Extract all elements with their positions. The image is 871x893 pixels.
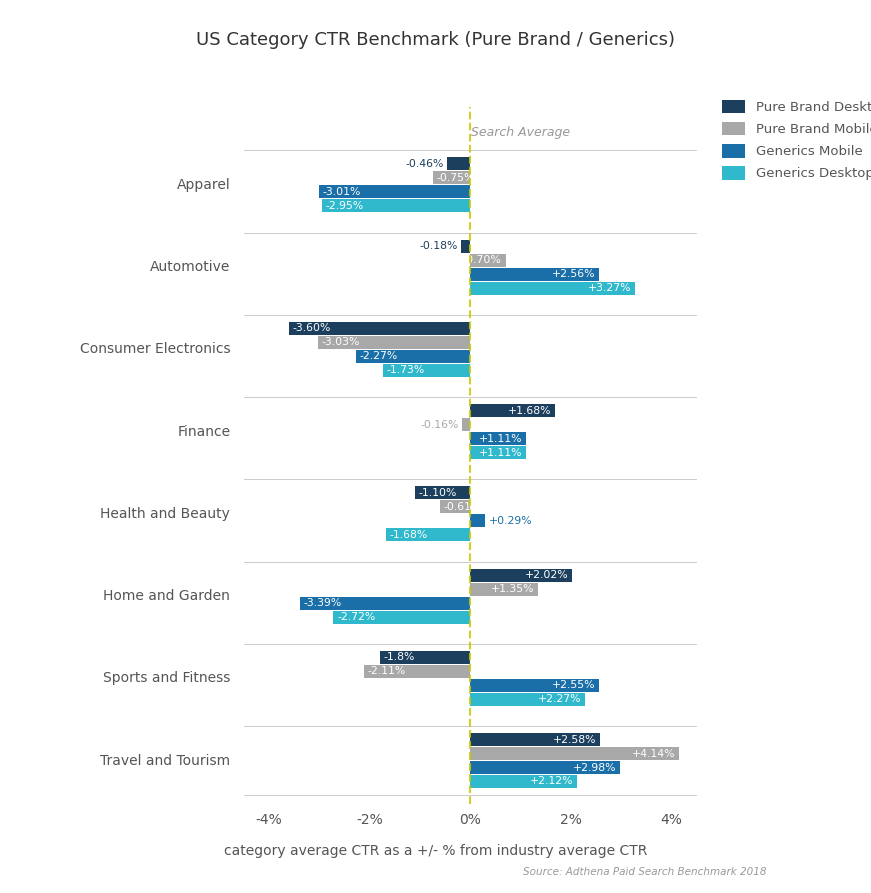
Text: Home and Garden: Home and Garden bbox=[104, 589, 230, 603]
Text: +2.56%: +2.56% bbox=[552, 269, 596, 280]
Text: -3.60%: -3.60% bbox=[293, 323, 331, 333]
Text: -1.8%: -1.8% bbox=[383, 652, 415, 663]
Bar bbox=[380, 651, 470, 663]
Text: Sports and Fitness: Sports and Fitness bbox=[103, 672, 230, 685]
Text: -3.03%: -3.03% bbox=[321, 338, 360, 347]
Bar bbox=[300, 597, 470, 610]
Bar bbox=[462, 239, 470, 253]
Text: +1.11%: +1.11% bbox=[479, 434, 523, 444]
Text: Consumer Electronics: Consumer Electronics bbox=[79, 342, 230, 356]
Bar bbox=[470, 268, 599, 280]
Bar bbox=[470, 432, 526, 445]
Text: -1.68%: -1.68% bbox=[389, 530, 428, 539]
Text: -2.95%: -2.95% bbox=[326, 201, 364, 211]
Text: -0.46%: -0.46% bbox=[405, 159, 443, 169]
Bar bbox=[386, 529, 470, 541]
Text: +2.55%: +2.55% bbox=[551, 680, 595, 690]
Bar bbox=[383, 363, 470, 377]
Text: +2.58%: +2.58% bbox=[553, 735, 597, 745]
Bar bbox=[334, 611, 470, 623]
Text: +0.70%: +0.70% bbox=[458, 255, 502, 265]
Bar bbox=[463, 418, 470, 431]
Bar bbox=[470, 747, 679, 760]
Text: Apparel: Apparel bbox=[177, 178, 230, 192]
Text: Source: Adthena Paid Search Benchmark 2018: Source: Adthena Paid Search Benchmark 20… bbox=[523, 867, 766, 877]
Text: -2.27%: -2.27% bbox=[360, 351, 398, 362]
Text: -3.39%: -3.39% bbox=[303, 598, 341, 608]
Text: -0.75%: -0.75% bbox=[436, 173, 475, 183]
Bar bbox=[470, 679, 598, 692]
Text: +1.35%: +1.35% bbox=[491, 584, 535, 594]
Text: +1.68%: +1.68% bbox=[508, 405, 551, 415]
Text: +2.27%: +2.27% bbox=[537, 694, 581, 705]
Text: -2.11%: -2.11% bbox=[368, 666, 406, 676]
Bar bbox=[470, 693, 584, 705]
Bar bbox=[470, 254, 505, 267]
Text: -0.18%: -0.18% bbox=[419, 241, 458, 251]
Bar bbox=[447, 157, 470, 171]
Text: Automotive: Automotive bbox=[150, 260, 230, 274]
Text: +4.14%: +4.14% bbox=[631, 748, 675, 758]
Text: +2.12%: +2.12% bbox=[530, 777, 573, 787]
Text: Finance: Finance bbox=[177, 424, 230, 438]
Bar bbox=[440, 500, 470, 513]
Bar bbox=[470, 761, 620, 774]
Bar bbox=[470, 775, 577, 788]
Bar bbox=[470, 446, 526, 459]
Bar bbox=[356, 350, 470, 363]
Bar bbox=[433, 171, 470, 184]
Bar bbox=[364, 664, 470, 678]
Bar bbox=[319, 186, 470, 198]
Text: -0.16%: -0.16% bbox=[421, 420, 459, 430]
Bar bbox=[322, 199, 470, 213]
Text: -3.01%: -3.01% bbox=[322, 187, 361, 196]
Bar bbox=[415, 487, 470, 499]
Text: +2.02%: +2.02% bbox=[525, 570, 569, 580]
Text: +2.98%: +2.98% bbox=[573, 763, 617, 772]
Text: Travel and Tourism: Travel and Tourism bbox=[100, 754, 230, 767]
Bar bbox=[470, 582, 538, 596]
Bar bbox=[470, 514, 485, 527]
Text: -0.61%: -0.61% bbox=[443, 502, 482, 512]
Text: -1.73%: -1.73% bbox=[387, 365, 425, 375]
Bar bbox=[470, 405, 555, 417]
Text: -2.72%: -2.72% bbox=[337, 612, 375, 622]
Text: Search Average: Search Average bbox=[471, 126, 571, 138]
Bar bbox=[470, 733, 600, 746]
Text: +0.29%: +0.29% bbox=[489, 516, 532, 526]
Text: Health and Beauty: Health and Beauty bbox=[100, 507, 230, 521]
Bar bbox=[470, 281, 635, 295]
Bar bbox=[289, 321, 470, 335]
Text: +3.27%: +3.27% bbox=[588, 283, 631, 293]
Text: -1.10%: -1.10% bbox=[418, 488, 457, 497]
Legend: Pure Brand Desktop, Pure Brand Mobile, Generics Mobile, Generics Desktop: Pure Brand Desktop, Pure Brand Mobile, G… bbox=[721, 100, 871, 180]
Bar bbox=[470, 569, 572, 581]
Bar bbox=[318, 336, 470, 349]
Text: category average CTR as a +/- % from industry average CTR: category average CTR as a +/- % from ind… bbox=[224, 844, 647, 858]
Text: +1.11%: +1.11% bbox=[479, 447, 523, 457]
Text: US Category CTR Benchmark (Pure Brand / Generics): US Category CTR Benchmark (Pure Brand / … bbox=[196, 31, 675, 49]
